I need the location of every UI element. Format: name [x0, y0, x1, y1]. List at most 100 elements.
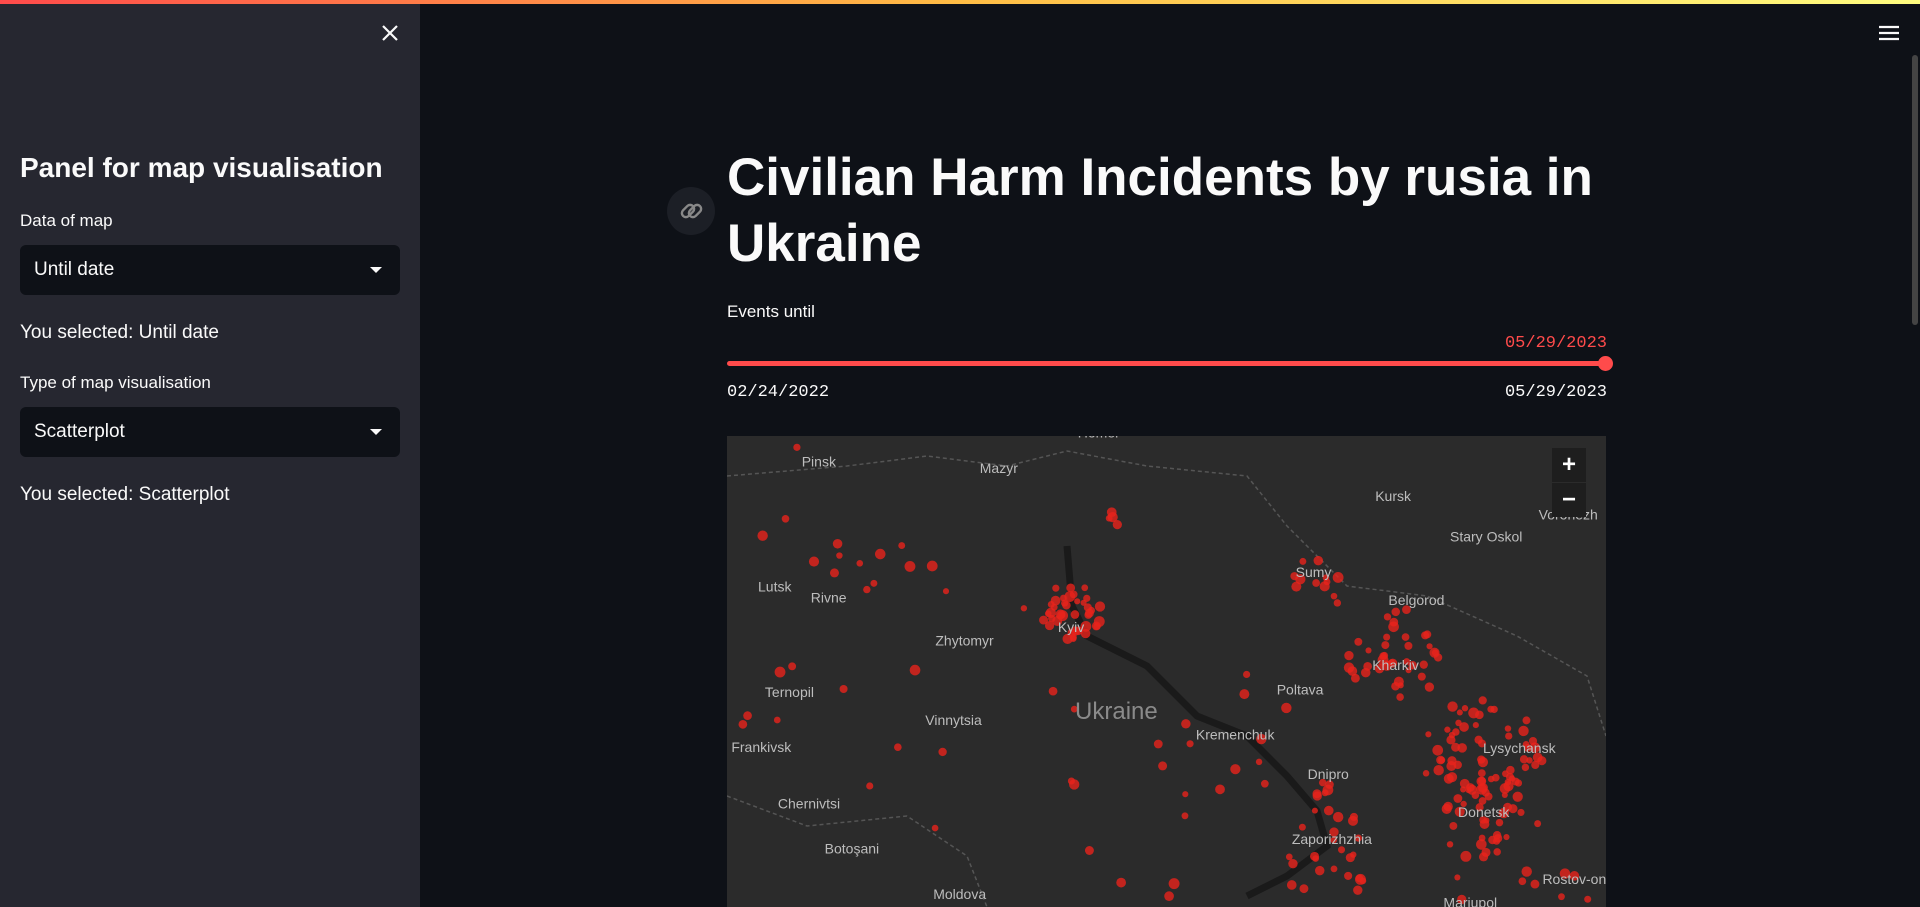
close-button[interactable] [381, 24, 399, 42]
incident-dot [1239, 689, 1250, 700]
incident-dot [1518, 877, 1527, 886]
incident-dot [1432, 744, 1444, 756]
incident-dot [1453, 794, 1463, 803]
incident-dot [1495, 818, 1504, 827]
incident-dot [1020, 605, 1028, 612]
incident-dot [1422, 770, 1430, 777]
incident-dot [1484, 792, 1493, 801]
slider-thumb[interactable] [1598, 356, 1613, 371]
map[interactable]: Homel Pinsk Mazyr Kursk Stary Oskol Lutsk Rivn… [603, 424, 1607, 907]
incident-dot [1514, 779, 1523, 787]
incident-dot [1330, 865, 1338, 873]
incident-dot [1050, 595, 1061, 606]
incident-dot [1318, 778, 1327, 787]
incident-dot [1424, 682, 1435, 692]
incident-dot [1558, 893, 1565, 901]
zoom-out[interactable]: − [1552, 483, 1586, 517]
border [726, 450, 1607, 737]
incident-dot [1044, 620, 1055, 631]
incident-dot [1070, 610, 1080, 619]
select-value: Scatterplot [34, 421, 125, 442]
incident-dot [1477, 755, 1486, 764]
incident-dot [1449, 822, 1458, 830]
incident-dot [1344, 650, 1354, 661]
incident-dot [1344, 871, 1353, 880]
incident-dot [1431, 649, 1439, 657]
incident-dot [1531, 760, 1540, 770]
incident-dot [757, 530, 768, 541]
incident-dot [1286, 880, 1297, 890]
incident-dot [1048, 686, 1058, 696]
incident-dot [1333, 599, 1342, 607]
incident-dot [1481, 847, 1491, 857]
menu-button[interactable] [1878, 24, 1900, 42]
incident-dot [1457, 743, 1467, 753]
incident-dot [1521, 763, 1530, 772]
incident-dot [1433, 764, 1444, 776]
incident-dot [1454, 874, 1461, 881]
select-value: Until date [34, 259, 115, 280]
incident-dot [1417, 672, 1426, 681]
incident-dot [1348, 815, 1359, 826]
incident-dot [1260, 779, 1269, 788]
incident-dot [1460, 800, 1467, 808]
incident-dot [1559, 868, 1571, 879]
map-label: Zaporizhzhia [1292, 831, 1372, 847]
incident-dot [1457, 894, 1467, 905]
incident-dot [1478, 696, 1487, 705]
slider-track[interactable] [727, 361, 1607, 366]
incident-dot [1299, 884, 1309, 894]
incident-dot [1517, 808, 1525, 817]
incident-dot [1255, 758, 1263, 766]
incident-dot [1285, 853, 1293, 861]
incident-dot [1330, 836, 1338, 844]
incident-dot [1526, 757, 1533, 764]
map-label: Dnipro [1308, 766, 1349, 782]
incident-dot [1181, 812, 1189, 820]
incident-dot [1475, 803, 1484, 812]
incident-dot [1337, 846, 1346, 854]
incident-dot [1472, 721, 1479, 729]
zoom-in[interactable]: + [1552, 448, 1586, 482]
incident-dot [894, 743, 902, 751]
incident-dot [1529, 742, 1541, 753]
incident-dot [1506, 765, 1515, 775]
slider-label: Events until [727, 302, 815, 321]
incident-dot [1499, 783, 1511, 794]
scrollbar[interactable] [1912, 55, 1918, 325]
incident-dot [1451, 742, 1461, 752]
incident-dot [1444, 726, 1451, 733]
incident-dot [898, 542, 906, 550]
incident-dot [1215, 784, 1225, 795]
incident-dot [1062, 633, 1073, 645]
map-canvas: Homel Pinsk Mazyr Kursk Stary Oskol Lutsk Rivn… [603, 424, 1607, 907]
anchor-link[interactable] [667, 187, 715, 235]
map-label: Belgorod [1388, 592, 1444, 608]
incident-dot [829, 568, 839, 578]
incident-dot [1383, 613, 1392, 621]
incident-dot [1479, 816, 1487, 824]
incident-dot [1332, 572, 1344, 583]
incident-dot [1460, 786, 1467, 793]
incident-dot [1311, 807, 1318, 814]
incident-dot [1443, 773, 1454, 784]
sidebar-title: Panel for map visualisation [20, 152, 383, 183]
incident-dot [1048, 614, 1056, 623]
incident-dot [1069, 779, 1080, 790]
map-label: Kursk [1375, 488, 1412, 504]
incident-dot [1460, 850, 1472, 862]
incident-dot [1530, 879, 1540, 889]
incident-dot [1094, 601, 1106, 612]
select[interactable]: Until date [20, 245, 400, 295]
incident-dot [866, 782, 874, 790]
incident-dot [808, 556, 820, 567]
incident-dot [793, 443, 801, 451]
incident-dot [1397, 682, 1404, 689]
select[interactable]: Scatterplot [20, 407, 400, 457]
map-label: Homel [1078, 436, 1118, 440]
incident-dot [1518, 725, 1529, 737]
map-label: Donetsk [1458, 804, 1510, 820]
incident-dot [1459, 722, 1469, 732]
incident-dot [1522, 740, 1530, 748]
